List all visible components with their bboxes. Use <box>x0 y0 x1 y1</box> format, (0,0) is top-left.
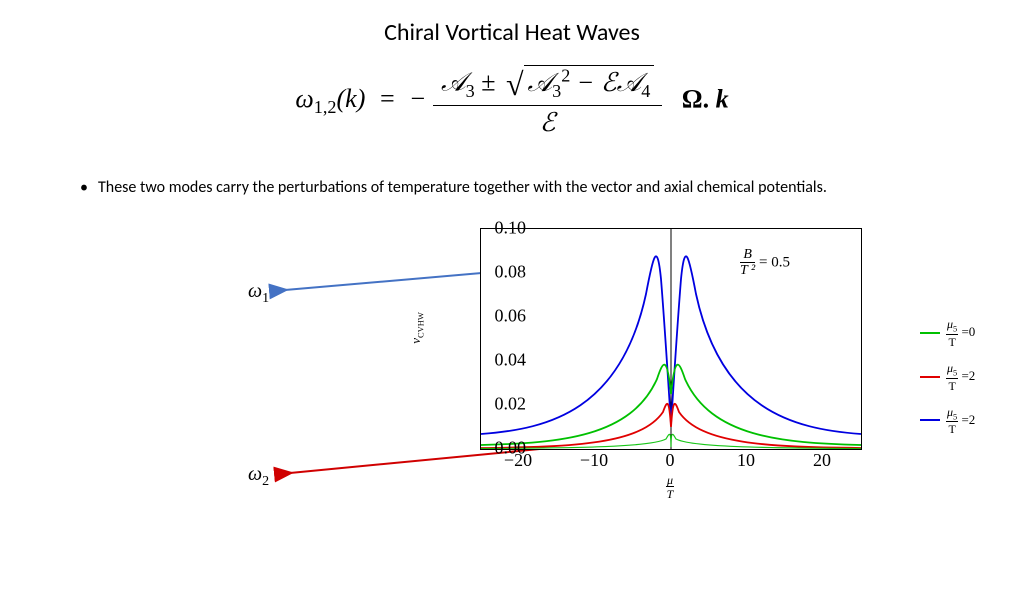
xtick-4: 20 <box>813 450 831 471</box>
xtick-1: −10 <box>580 450 608 471</box>
plot-area <box>480 228 862 450</box>
legend-item-green: μ5T =0 <box>920 318 975 348</box>
ytick-1: 0.02 <box>482 394 526 415</box>
omega-2-label: ω2 <box>248 463 269 490</box>
omega-1-label: ω1 <box>248 280 269 307</box>
ytick-5: 0.10 <box>482 218 526 239</box>
legend-item-blue: μ5T =2 <box>920 406 975 436</box>
ytick-3: 0.06 <box>482 306 526 327</box>
xtick-0: −20 <box>504 450 532 471</box>
page-title: Chiral Vortical Heat Waves <box>0 18 1024 47</box>
main-equation: ω1,2(k) = − 𝒜3 ± 𝒜32 − ℰ𝒜4 ℰ Ω. k <box>0 65 1024 138</box>
chart: vCVHW 0.00 0.02 0.04 0.06 0.08 0.10 −20 … <box>430 218 910 498</box>
ytick-2: 0.04 <box>482 350 526 371</box>
bullet-text: These two modes carry the perturbations … <box>98 178 940 199</box>
x-axis-label: μT <box>666 474 674 500</box>
legend-item-red: μ5T =2 <box>920 362 975 392</box>
bullet-point: These two modes carry the perturbations … <box>60 178 940 199</box>
y-axis-label: vCVHW <box>408 312 426 344</box>
xtick-2: 0 <box>666 450 675 471</box>
param-annotation: BT ² = 0.5 <box>740 248 790 278</box>
legend: μ5T =0 μ5T =2 μ5T =2 <box>920 318 975 449</box>
xtick-3: 10 <box>737 450 755 471</box>
ytick-4: 0.08 <box>482 262 526 283</box>
